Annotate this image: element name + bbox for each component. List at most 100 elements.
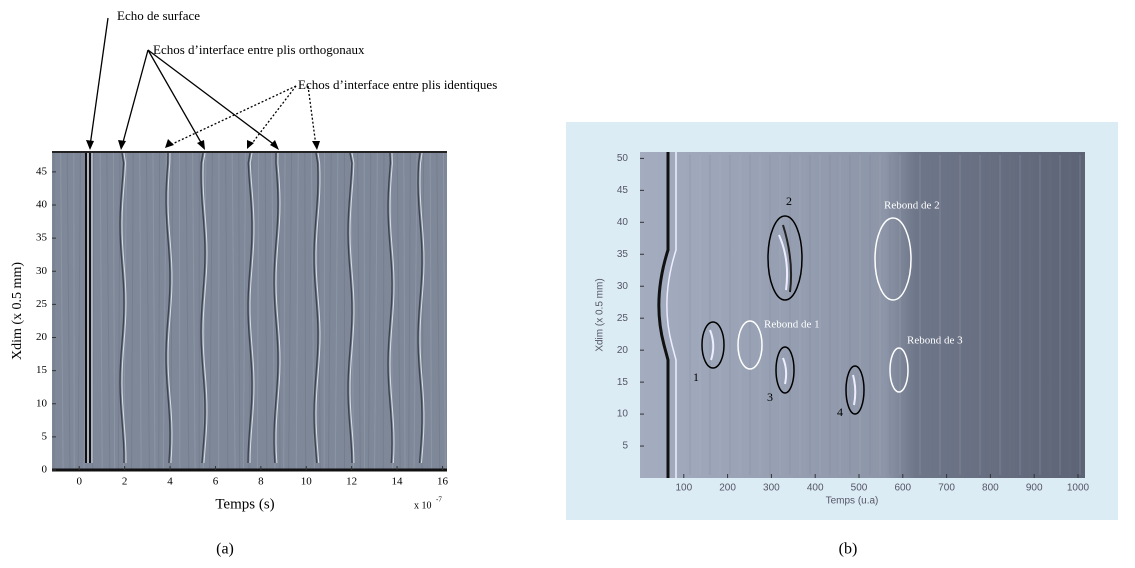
x-tick-label: 400	[807, 483, 824, 494]
y-tick-label: 35	[36, 232, 48, 244]
texture	[117, 152, 121, 470]
x-tick-label: 10	[301, 476, 313, 488]
texture	[152, 152, 156, 470]
x-tick-label: 12	[346, 476, 357, 488]
echo-line	[247, 152, 253, 464]
texture	[288, 152, 293, 470]
y-axis-label: Xdim (x 0.5 mm)	[10, 262, 25, 360]
defect-echoes	[709, 224, 857, 406]
x-tick-label: 800	[982, 483, 999, 494]
caption: (a)	[216, 541, 234, 558]
x-tick-label: 2	[122, 476, 128, 488]
y-tick-label: 5	[622, 441, 628, 452]
echo-line	[275, 152, 281, 464]
texture	[413, 152, 418, 470]
echo-line	[389, 152, 395, 464]
y-tick-label: 40	[36, 199, 48, 211]
texture	[403, 152, 406, 470]
texture	[139, 152, 142, 470]
echo-line	[119, 152, 125, 464]
rebound-label: Rebond de 2	[884, 200, 940, 212]
arrowheads-a	[86, 139, 320, 150]
texture	[60, 152, 64, 470]
texture	[185, 152, 190, 470]
echo-line	[313, 152, 319, 464]
texture	[158, 152, 161, 470]
defect-label: 3	[767, 390, 773, 404]
y-tick-label: 30	[36, 265, 48, 277]
x-tick-label: 0	[76, 476, 82, 488]
texture	[77, 152, 81, 470]
texture	[99, 152, 103, 470]
texture	[106, 152, 111, 470]
echo-line	[419, 152, 425, 464]
texture	[238, 152, 241, 470]
texture	[334, 152, 339, 470]
annotation: Echos d’interface entre plis orthogonaux	[153, 42, 365, 57]
texture	[202, 152, 207, 470]
echo-line	[387, 152, 393, 464]
texture	[66, 152, 71, 470]
annotation: Echos d’interface entre plis identiques	[298, 77, 497, 92]
x-axis-label: Temps (s)	[215, 496, 274, 512]
x-tick-label: 4	[167, 476, 173, 488]
annotation: Echo de surface	[117, 8, 200, 23]
echo-line	[417, 152, 423, 464]
echo-line	[249, 152, 255, 464]
texture	[264, 152, 268, 470]
echo-line	[202, 152, 208, 464]
texture	[225, 152, 229, 470]
texture	[429, 152, 433, 470]
defect-label: 2	[786, 194, 792, 208]
texture	[382, 152, 385, 470]
x-tick-label: 14	[392, 476, 404, 488]
texture	[277, 152, 281, 470]
rebound-label: Rebond de 3	[907, 335, 963, 347]
y-tick-label: 30	[617, 281, 629, 292]
surface-echo-b	[657, 152, 670, 478]
texture	[442, 152, 446, 470]
y-tick-label: 35	[617, 249, 629, 260]
texture	[357, 152, 361, 470]
x-tick-label: 500	[851, 483, 868, 494]
texture	[304, 152, 307, 470]
texture	[92, 152, 95, 470]
x-tick-label: 16	[437, 476, 449, 488]
x-tick-label: 6	[213, 476, 219, 488]
texture	[374, 152, 378, 470]
texture	[112, 152, 116, 470]
echo-line	[121, 152, 127, 464]
arrows-a	[89, 17, 317, 147]
texture	[209, 152, 213, 470]
echo-line	[165, 152, 171, 464]
y-tick-label: 50	[617, 153, 629, 164]
y-tick-label: 45	[617, 185, 629, 196]
echo-lines-a	[53, 152, 446, 470]
x-exponent: -7	[436, 496, 442, 504]
defect-label: 1	[693, 370, 699, 384]
texture	[192, 152, 196, 470]
y-tick-label: 0	[42, 464, 48, 476]
y-tick-label: 20	[617, 345, 629, 356]
y-tick-label: 10	[36, 397, 48, 409]
x-tick-label: 600	[894, 483, 911, 494]
texture	[396, 152, 401, 470]
texture	[256, 152, 260, 470]
texture	[145, 152, 150, 470]
texture	[436, 152, 441, 470]
y-tick-label: 15	[617, 377, 629, 388]
texture	[327, 152, 332, 470]
defect-ellipses	[701, 215, 912, 415]
texture	[367, 152, 372, 470]
x-axis-label: Temps (u.a)	[826, 496, 879, 507]
texture	[231, 152, 236, 470]
y-tick-label: 45	[36, 165, 48, 177]
x-tick-label: 1000	[1067, 483, 1090, 494]
texture	[131, 152, 134, 470]
y-tick-label: 10	[617, 409, 629, 420]
echo-line	[273, 152, 279, 464]
echo-line	[200, 152, 206, 464]
x-multiplier: x 10	[414, 500, 432, 511]
y-tick-label: 25	[36, 298, 48, 310]
